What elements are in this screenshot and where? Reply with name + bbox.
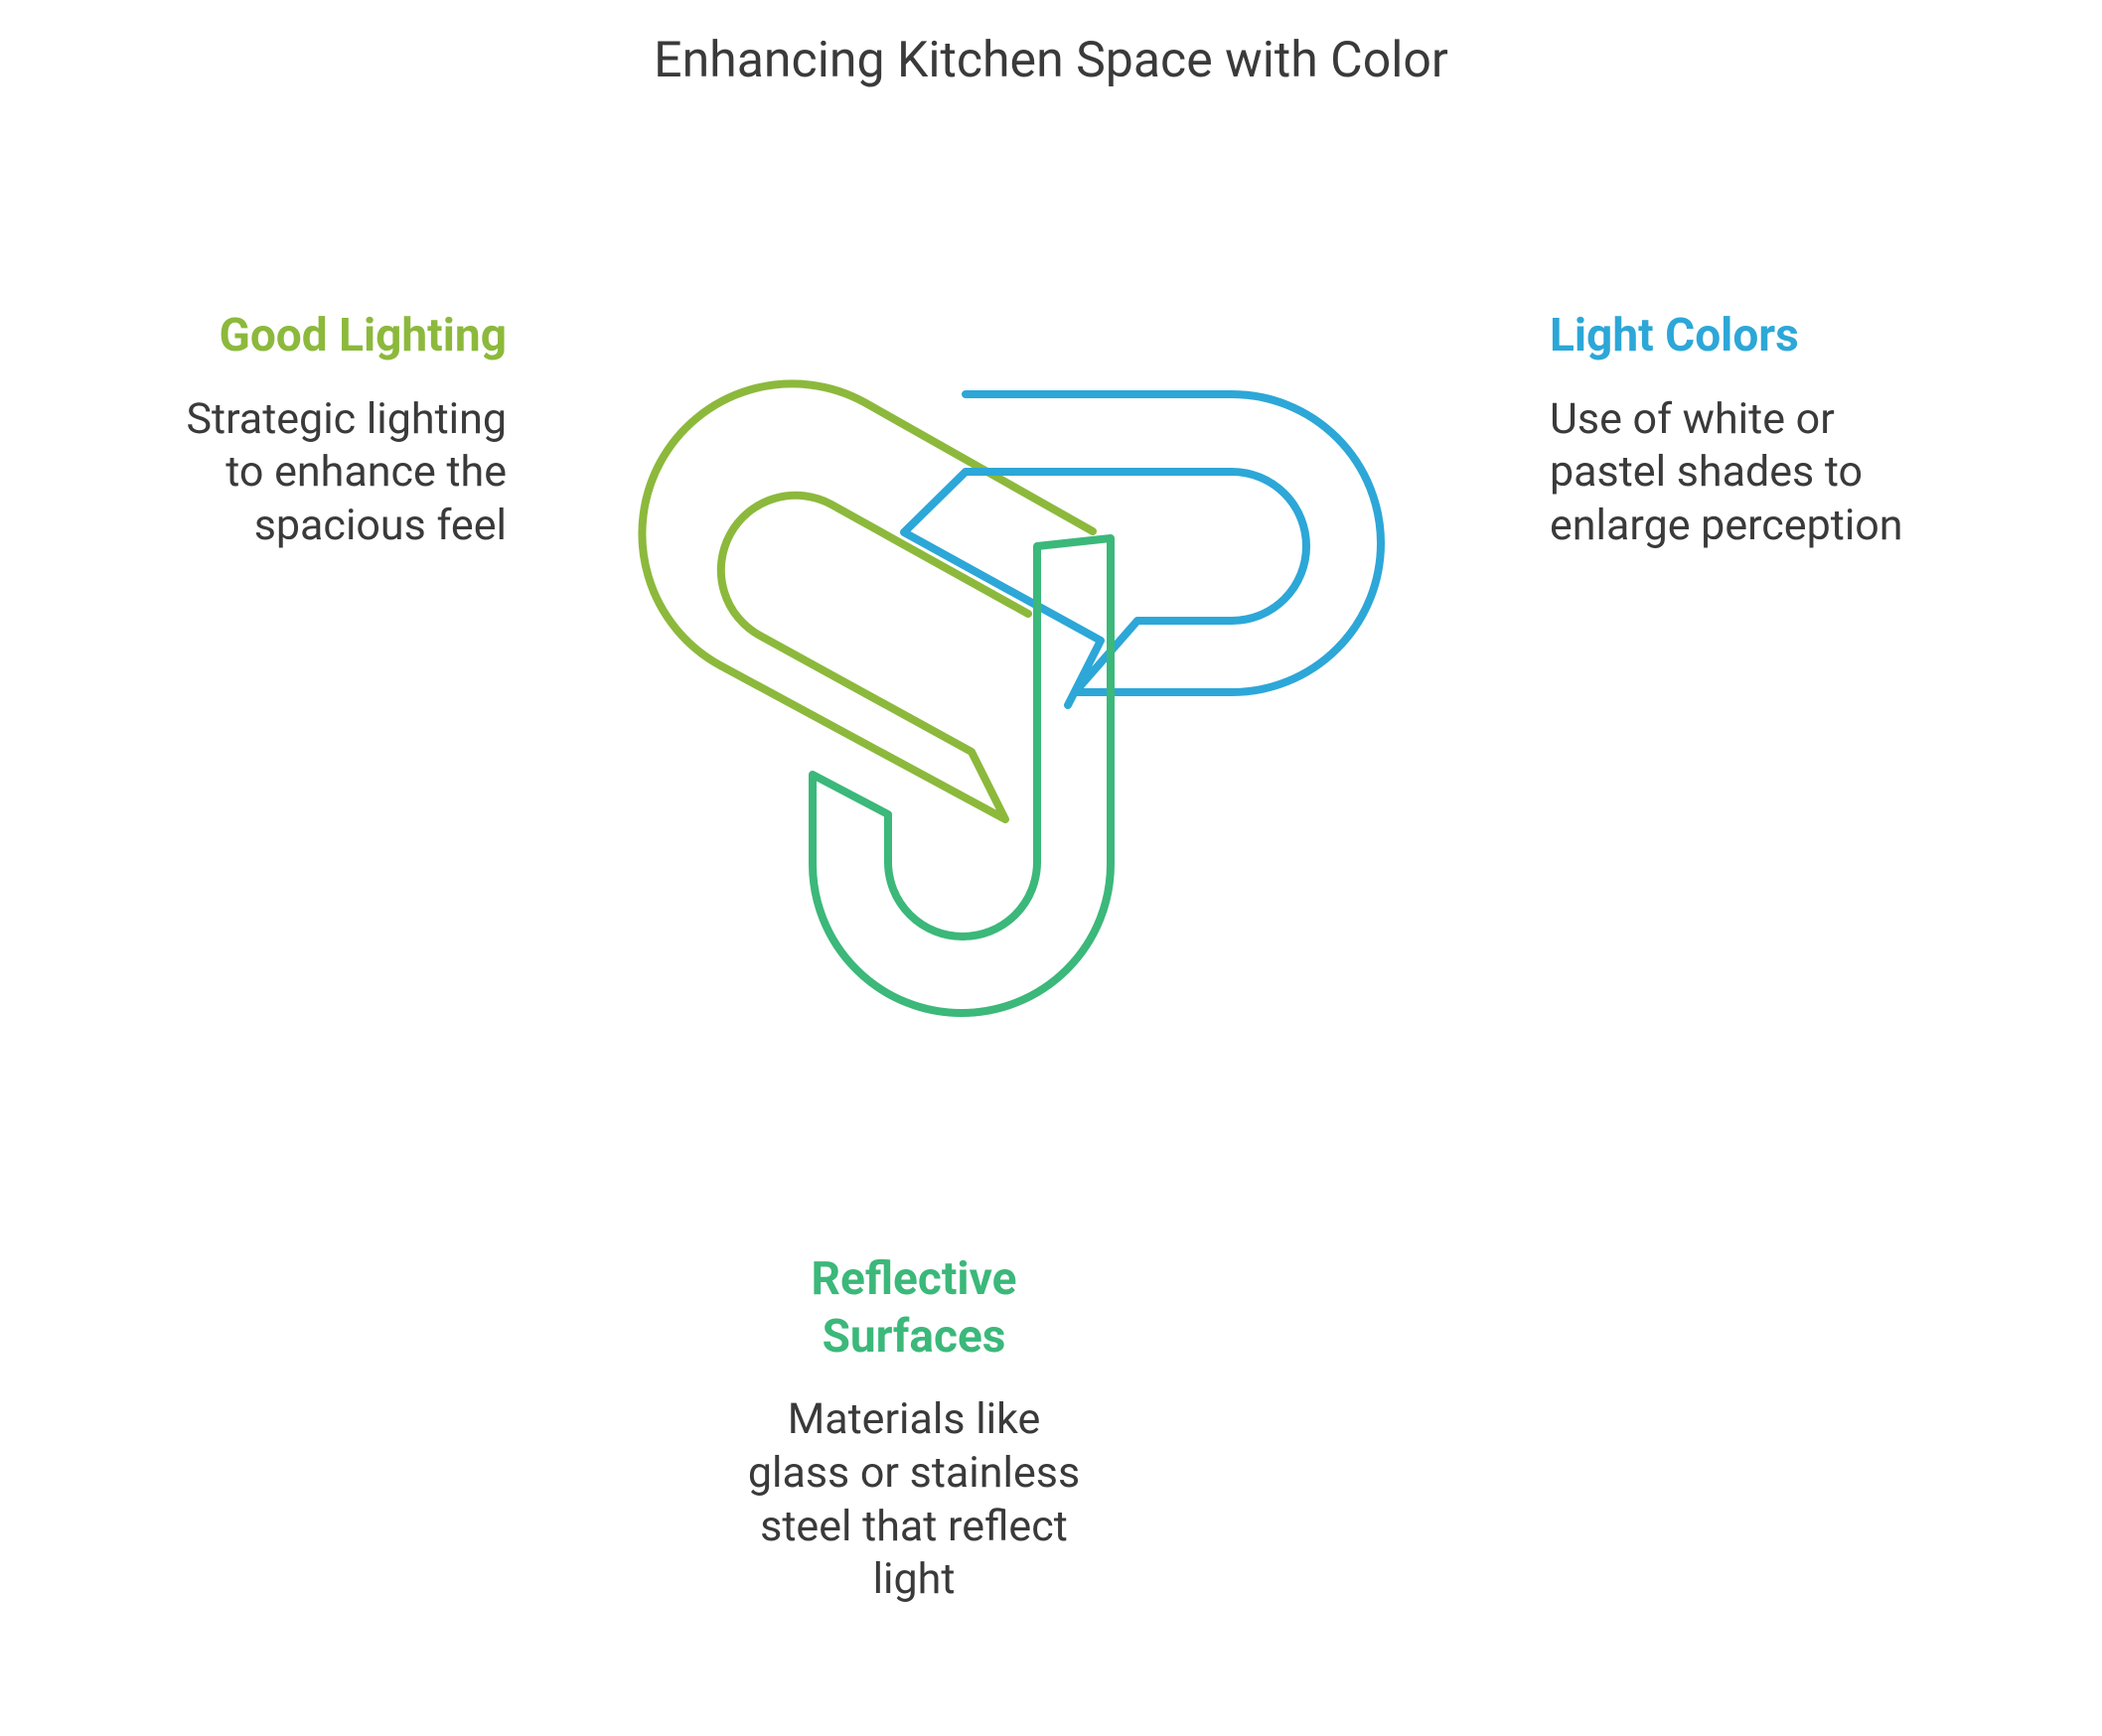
knot-lobe-bottom bbox=[813, 538, 1111, 1013]
block-bottom: Reflective Surfaces Materials like glass… bbox=[735, 1251, 1093, 1607]
block-right-title: Light Colors bbox=[1550, 308, 1907, 365]
block-left-desc: Strategic lighting to enhance the spacio… bbox=[149, 393, 507, 553]
block-bottom-title: Reflective Surfaces bbox=[735, 1251, 1093, 1366]
infographic-container: Enhancing Kitchen Space with Color Good … bbox=[0, 0, 2102, 1736]
block-left-title: Good Lighting bbox=[149, 308, 507, 365]
knot-lobe-right bbox=[904, 394, 1381, 705]
page-title: Enhancing Kitchen Space with Color bbox=[0, 32, 2102, 89]
block-right-desc: Use of white or pastel shades to enlarge… bbox=[1550, 393, 1907, 553]
trefoil-knot-icon bbox=[596, 199, 1480, 1083]
block-left: Good Lighting Strategic lighting to enha… bbox=[149, 308, 507, 553]
block-right: Light Colors Use of white or pastel shad… bbox=[1550, 308, 1907, 553]
block-bottom-desc: Materials like glass or stainless steel … bbox=[735, 1393, 1093, 1607]
